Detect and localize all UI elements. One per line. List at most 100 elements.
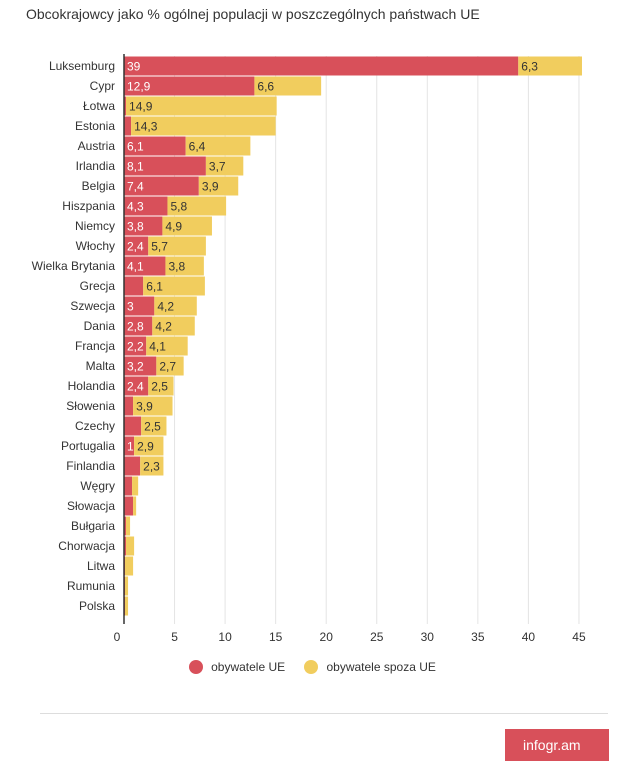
data-label-non-eu: 6,3	[521, 60, 538, 74]
legend-swatch-eu	[189, 660, 204, 674]
bar-segment-non-eu	[198, 176, 239, 196]
category-label: Cypr	[90, 79, 115, 93]
category-label: Finlandia	[66, 459, 115, 473]
bar-segment-eu	[124, 156, 206, 176]
data-label-non-eu: 14,9	[129, 100, 153, 114]
data-label-non-eu: 6,1	[146, 280, 163, 294]
bar-segment-eu	[124, 216, 163, 236]
bar-segment-non-eu	[133, 396, 173, 416]
data-label-non-eu: 3,9	[136, 400, 153, 414]
category-label: Szwecja	[70, 299, 115, 313]
bar-segment-eu	[124, 76, 255, 96]
bar-segment-non-eu	[162, 216, 212, 236]
bar-segment-eu	[124, 196, 168, 216]
category-label: Rumunia	[67, 579, 115, 593]
data-label-non-eu: 6,6	[257, 80, 274, 94]
x-tick-label: 20	[320, 630, 334, 644]
data-label-non-eu: 4,2	[155, 320, 172, 334]
legend-swatch-non-eu	[304, 660, 319, 674]
data-label-non-eu: 2,7	[159, 360, 176, 374]
data-label-non-eu: 3,8	[168, 260, 185, 274]
category-label: Francja	[75, 339, 115, 353]
bar-segment-non-eu	[154, 296, 197, 316]
category-label: Dania	[84, 319, 116, 333]
infogram-logo-badge[interactable]	[505, 729, 609, 761]
category-label: Niemcy	[75, 219, 115, 233]
data-label-non-eu: 4,9	[165, 220, 182, 234]
bar-segment-non-eu	[126, 96, 277, 116]
data-label-non-eu: 3,7	[209, 160, 226, 174]
data-label-eu: 3	[127, 300, 134, 314]
bar-segment-eu	[124, 256, 166, 276]
bar-segment-eu	[124, 516, 127, 536]
category-label: Węgry	[80, 479, 115, 493]
x-tick-label: 45	[572, 630, 586, 644]
bar-segment-eu	[124, 236, 149, 256]
category-label: Słowenia	[66, 399, 115, 413]
bar-segment-eu	[124, 296, 155, 316]
x-tick-label: 15	[269, 630, 283, 644]
data-label-non-eu: 5,8	[170, 200, 187, 214]
bar-segment-eu	[124, 316, 153, 336]
bar-segment-eu	[124, 56, 519, 76]
bar-segment-eu	[124, 476, 133, 496]
bar-segment-non-eu	[254, 76, 322, 96]
data-label-non-eu: 2,5	[144, 420, 161, 434]
bar-segment-eu	[124, 96, 127, 116]
data-label-eu: 6,1	[127, 140, 144, 154]
legend: obywatele UE obywatele spoza UE	[0, 660, 625, 677]
bar-segment-non-eu	[146, 336, 188, 356]
bar-segment-non-eu	[125, 596, 129, 616]
legend-label-eu: obywatele UE	[211, 660, 286, 674]
bar-segment-non-eu	[126, 536, 135, 556]
data-label-eu: 8,1	[127, 160, 144, 174]
bar-segment-non-eu	[205, 156, 244, 176]
bar-segment-non-eu	[133, 496, 137, 516]
x-tick-label: 35	[471, 630, 485, 644]
category-label: Portugalia	[61, 439, 115, 453]
data-label-eu: 2,2	[127, 340, 144, 354]
category-label: Słowacja	[67, 499, 115, 513]
x-tick-label: 0	[114, 630, 121, 644]
legend-item-eu[interactable]: obywatele UE	[189, 660, 285, 674]
footer-divider	[40, 713, 608, 714]
category-label: Chorwacja	[58, 539, 115, 553]
data-label-eu: 1	[127, 440, 134, 454]
bar-segment-eu	[124, 176, 199, 196]
infogram-logo-text[interactable]: infogr.am	[523, 737, 581, 753]
category-label: Luksemburg	[49, 59, 115, 73]
bar-segment-eu	[124, 276, 144, 296]
bar-segment-eu	[124, 496, 134, 516]
x-tick-label: 40	[522, 630, 536, 644]
category-label: Hiszpania	[62, 199, 115, 213]
x-tick-label: 25	[370, 630, 384, 644]
bar-segment-non-eu	[152, 316, 195, 336]
chart-title: Obcokrajowcy jako % ogólnej populacji w …	[26, 6, 480, 22]
category-label: Malta	[86, 359, 116, 373]
bar-segment-non-eu	[125, 576, 129, 596]
data-label-non-eu: 4,1	[149, 340, 166, 354]
data-label-eu: 39	[127, 60, 141, 74]
category-label: Polska	[79, 599, 115, 613]
bar-segment-eu	[124, 136, 186, 156]
bar-segment-non-eu	[185, 136, 251, 156]
bar-segment-eu	[124, 416, 142, 436]
legend-item-non-eu[interactable]: obywatele spoza UE	[304, 660, 436, 674]
category-label: Bułgaria	[71, 519, 115, 533]
bar-segment-non-eu	[126, 516, 131, 536]
bar-segment-non-eu	[165, 256, 204, 276]
data-label-eu: 3,8	[127, 220, 144, 234]
data-label-eu: 12,9	[127, 80, 151, 94]
data-label-non-eu: 14,3	[134, 120, 158, 134]
category-label: Łotwa	[83, 99, 115, 113]
x-tick-label: 10	[218, 630, 232, 644]
data-label-eu: 7,4	[127, 180, 144, 194]
data-label-non-eu: 4,2	[157, 300, 174, 314]
category-label: Estonia	[75, 119, 115, 133]
bar-segment-eu	[124, 436, 135, 456]
bar-segment-non-eu	[148, 376, 174, 396]
data-label-eu: 2,4	[127, 380, 144, 394]
bar-segment-eu	[124, 336, 147, 356]
category-label: Holandia	[68, 379, 116, 393]
